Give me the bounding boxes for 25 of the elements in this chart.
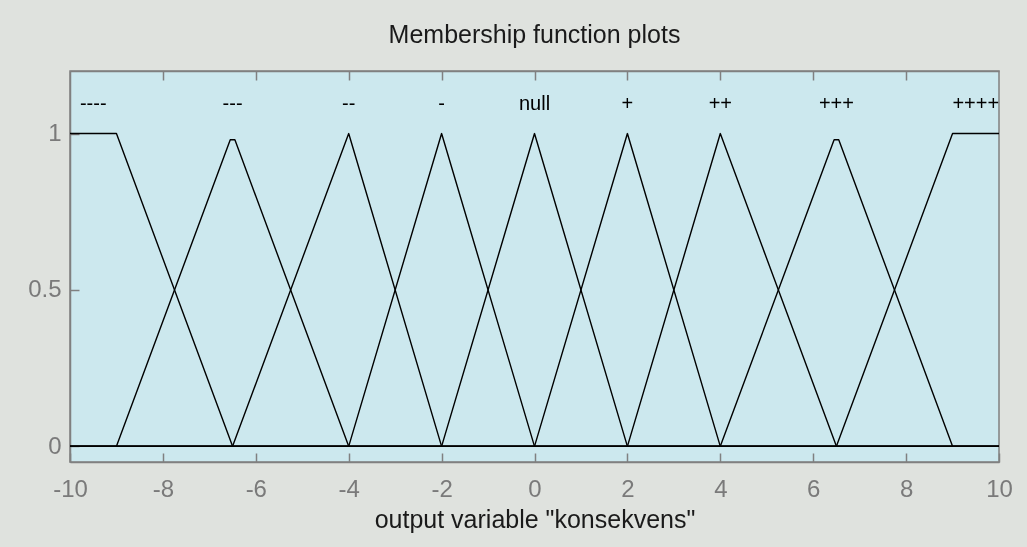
x-tick-label: 6 (807, 474, 821, 502)
chart-title: Membership function plots (388, 20, 681, 49)
series-label: --- (222, 92, 243, 114)
series-label: -- (342, 92, 356, 114)
x-tick-label: -6 (245, 474, 267, 502)
series-label: - (438, 92, 445, 114)
x-tick-label: -2 (431, 474, 453, 502)
series-label: +++ (818, 92, 854, 114)
series-label: ---- (79, 92, 107, 114)
x-axis-title: output variable "konsekvens" (374, 504, 696, 533)
x-tick-label: -10 (53, 474, 88, 502)
x-tick-label: 2 (621, 474, 635, 502)
x-tick-label: -4 (338, 474, 360, 502)
y-tick-label: 1 (48, 119, 62, 147)
x-tick-label: 4 (714, 474, 728, 502)
x-tick-label: 10 (986, 474, 1013, 502)
series-label: null (518, 92, 551, 114)
x-tick-label: 0 (528, 474, 542, 502)
y-tick-label: 0 (48, 431, 62, 459)
series-label: + (621, 92, 634, 114)
series-label: ++++ (952, 92, 1000, 114)
series-label: ++ (708, 92, 732, 114)
x-tick-label: 8 (899, 474, 914, 502)
y-tick-label: 0.5 (28, 275, 62, 303)
x-tick-label: -8 (152, 474, 175, 502)
